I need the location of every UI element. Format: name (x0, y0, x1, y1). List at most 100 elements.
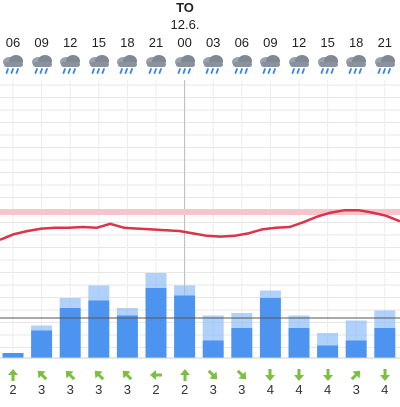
hour-label: 06 (5, 35, 21, 50)
precipitation-bar (202, 340, 224, 358)
hour-label: 15 (91, 35, 107, 50)
precipitation-bar (88, 300, 110, 358)
wind-arrow-icon (150, 370, 162, 380)
cloud-rain-icon (346, 55, 367, 74)
hour-row: 06 09 12 15 18 21 00 03 06 09 12 15 18 21 (0, 35, 400, 53)
cloud-rain-icon (146, 55, 166, 74)
wind-arrow-icon (94, 370, 105, 381)
wind-speed: 3 (352, 382, 360, 397)
wind-arrow-icon (350, 370, 361, 381)
wind-speed: 2 (180, 382, 189, 397)
wind-cell: 3 (228, 366, 256, 406)
wind-cell: 4 (256, 366, 284, 406)
wind-arrow-icon (179, 369, 190, 381)
precipitation-extra-bar (202, 315, 224, 341)
cloud-rain-icon (317, 55, 338, 74)
hour-label: 18 (348, 35, 364, 50)
wind-speed: 3 (37, 382, 46, 397)
wind-row: 2 3 3 3 3 2 2 3 3 4 4 4 3 4 (0, 366, 400, 406)
wind-speed: 4 (381, 382, 389, 397)
precipitation-bar (59, 308, 81, 358)
wind-cell: 2 (171, 366, 199, 406)
precipitation-extra-bar (31, 325, 53, 331)
wind-arrow-icon (123, 370, 133, 381)
wind-speed: 4 (295, 382, 303, 397)
weather-icon-row (0, 53, 400, 79)
hour-label: 06 (234, 35, 250, 50)
cloud-rain-icon (117, 55, 138, 74)
hour-label: 03 (205, 35, 221, 50)
wind-cell: 4 (371, 366, 399, 406)
wind-cell: 4 (285, 366, 313, 406)
cloud-rain-icon (374, 55, 395, 74)
wind-speed: 3 (238, 382, 246, 397)
precipitation-bar (2, 353, 24, 358)
wind-cell: 3 (85, 366, 113, 406)
wind-speed: 3 (123, 382, 131, 397)
precipitation-bar (288, 328, 310, 358)
cloud-rain-icon (3, 55, 23, 74)
day-header: TO 12.6. (0, 0, 400, 34)
precipitation-extra-bar (259, 290, 281, 298)
precipitation-extra-bar (116, 308, 138, 316)
wind-cell: 2 (142, 366, 170, 406)
precipitation-extra-bar (231, 313, 253, 328)
precipitation-bar (174, 295, 196, 358)
hour-label: 18 (120, 35, 135, 50)
forecast-chart (0, 80, 400, 359)
cloud-rain-icon (60, 55, 81, 74)
cloud-rain-icon (203, 55, 224, 74)
precipitation-extra-bar (145, 273, 167, 288)
temperature-line (0, 208, 400, 241)
wind-cell: 3 (113, 366, 141, 406)
precipitation-extra-bar (174, 285, 196, 296)
precipitation-bar (116, 315, 138, 358)
day-name: TO (176, 0, 194, 15)
cloud-rain-icon (31, 55, 52, 74)
precipitation-bar (31, 330, 53, 358)
wind-cell: 3 (56, 366, 84, 406)
wind-arrow-icon (379, 369, 390, 381)
precipitation-extra-bar (288, 315, 310, 328)
precipitation-extra-bar (88, 285, 110, 301)
precipitation-extra-bar (59, 298, 81, 308)
wind-cell: 4 (314, 366, 342, 406)
hour-label: 00 (177, 35, 192, 50)
precipitation-bar (231, 328, 253, 358)
precipitation-bar (374, 328, 396, 358)
cloud-rain-icon (174, 55, 195, 74)
precipitation-extra-bar (345, 320, 367, 341)
precipitation-bar (259, 298, 281, 358)
temperature-reference-band (0, 209, 400, 215)
wind-arrow-icon (265, 369, 276, 381)
precipitation-bar (345, 340, 367, 358)
wind-arrow-icon (65, 370, 76, 381)
wind-speed: 3 (95, 382, 103, 397)
wind-speed: 2 (9, 382, 17, 397)
wind-arrow-icon (37, 370, 47, 381)
wind-speed: 2 (152, 382, 160, 397)
wind-arrow-icon (207, 369, 218, 380)
hour-label: 09 (34, 35, 49, 50)
wind-speed: 4 (323, 382, 332, 397)
precipitation-bar (145, 288, 167, 358)
hour-label: 21 (377, 35, 393, 50)
precipitation-bar (317, 345, 339, 358)
hour-label: 09 (263, 35, 278, 50)
wind-cell: 3 (342, 366, 370, 406)
precipitation-extra-bar (317, 333, 339, 346)
wind-arrow-icon (8, 369, 18, 381)
cloud-rain-icon (88, 55, 109, 74)
wind-speed: 3 (209, 382, 217, 397)
wind-cell: 2 (0, 366, 27, 406)
wind-arrow-icon (236, 369, 247, 380)
wind-cell: 3 (28, 366, 56, 406)
cloud-rain-icon (289, 55, 309, 74)
hour-label: 12 (291, 35, 307, 50)
precipitation-extra-bar (374, 310, 396, 328)
hour-label: 12 (62, 35, 78, 50)
wind-speed: 3 (66, 382, 74, 397)
wind-arrow-icon (322, 369, 333, 381)
wind-arrow-icon (294, 369, 304, 381)
cloud-rain-icon (260, 55, 281, 74)
